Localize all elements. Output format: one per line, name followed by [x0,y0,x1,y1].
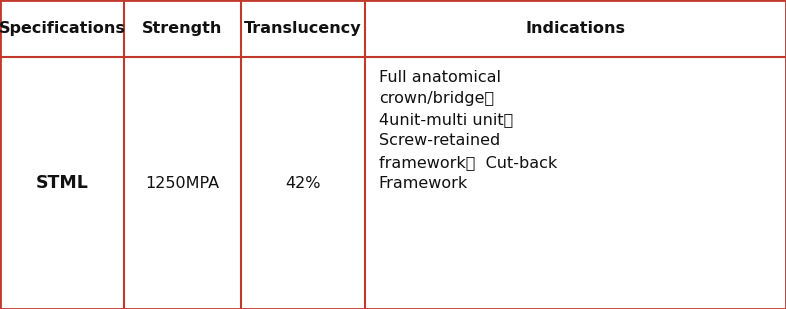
Text: Full anatomical: Full anatomical [379,70,501,85]
Text: 4unit-multi unit、: 4unit-multi unit、 [379,112,513,127]
Text: Indications: Indications [525,21,626,36]
Text: Specifications: Specifications [0,21,126,36]
Text: Translucency: Translucency [244,21,362,36]
Text: STML: STML [35,174,89,192]
Text: Strength: Strength [142,21,222,36]
Text: framework、  Cut-back: framework、 Cut-back [379,154,557,170]
Text: Screw-retained: Screw-retained [379,133,500,148]
Text: Framework: Framework [379,176,468,191]
Text: 1250MPA: 1250MPA [145,176,219,191]
Text: crown/bridge、: crown/bridge、 [379,91,494,106]
Text: 42%: 42% [285,176,321,191]
